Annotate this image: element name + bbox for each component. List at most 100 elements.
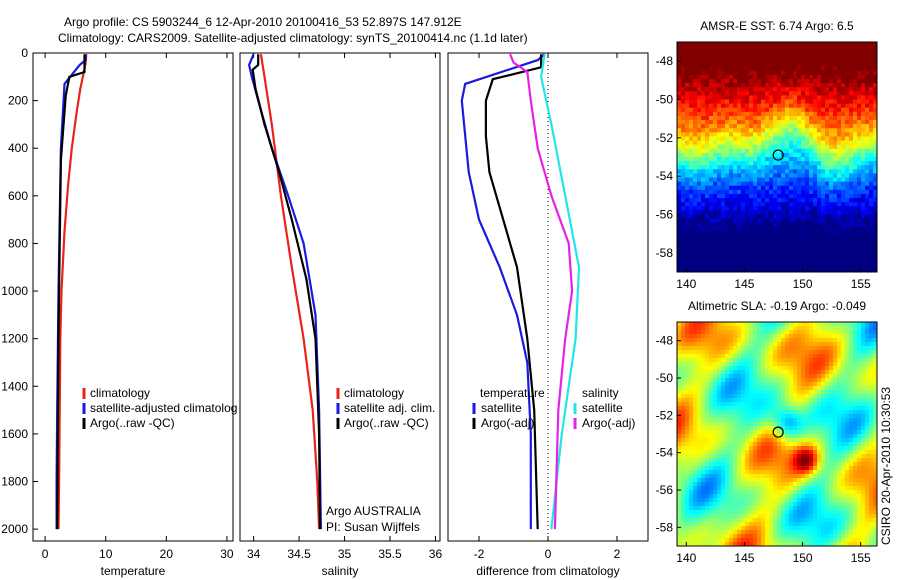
sla_map-cell [833, 418, 838, 423]
sst_map-cell [689, 46, 694, 51]
sla_map-cell [789, 466, 794, 471]
sla_map-cell [745, 326, 750, 331]
sst_map-cell [777, 157, 782, 162]
sst_map-cell [757, 115, 762, 121]
sst_map-cell [725, 210, 730, 215]
sla_map-cell [865, 330, 870, 335]
sst_map-cell [821, 50, 826, 55]
sla_map-cell [741, 454, 746, 459]
sst_map-cell [841, 132, 846, 137]
sst_map-cell [773, 222, 778, 228]
sla_map-cell [829, 390, 834, 395]
sst_map-cell [765, 255, 770, 261]
sla_map-cell [869, 470, 874, 475]
sla_map-cell [869, 478, 874, 483]
sst_map-cell [761, 107, 766, 113]
sla_map-cell [717, 474, 722, 479]
sst_map-cell [857, 267, 862, 273]
sst_map-cell [853, 111, 858, 117]
sst_map-cell [853, 132, 858, 137]
sst_map-cell [869, 91, 874, 96]
sst_map-cell [705, 111, 710, 117]
sst_map-cell [681, 222, 686, 228]
sst_map-cell [841, 193, 846, 199]
sst_map-cell [825, 50, 830, 55]
sst_map-cell [765, 148, 770, 154]
sla_map-cell [705, 386, 710, 391]
sla_map-cell [701, 474, 706, 479]
sla_map-cell [801, 370, 806, 375]
sst_map-cell [717, 83, 722, 88]
sla_map-cell [785, 326, 790, 331]
sla_map-cell [821, 322, 826, 327]
sst_map-cell [837, 91, 842, 96]
sst_map-cell [829, 148, 834, 154]
sst_map-cell [821, 247, 826, 252]
sla_map-cell [681, 326, 686, 331]
sst_map-cell [849, 255, 854, 261]
sst_map-cell [749, 74, 754, 80]
sst_map-cell [729, 255, 734, 261]
sla_map-cell [825, 398, 830, 403]
sla_map-cell [793, 430, 798, 435]
sst_map-cell [793, 235, 798, 240]
sla_map-cell [693, 354, 698, 359]
sla_map-cell [753, 454, 758, 459]
sla_map-cell [801, 394, 806, 399]
sst_map-cell [789, 95, 794, 100]
sla_map-cell [685, 486, 690, 491]
sst_map-cell [869, 189, 874, 195]
sla_map-cell [757, 370, 762, 375]
sst_map-cell [777, 243, 782, 248]
sst_map-cell [697, 181, 702, 187]
sst_map-cell [757, 169, 762, 174]
sla_map-cell [681, 334, 686, 339]
sla_map-cell [697, 426, 702, 431]
sla_map-cell [765, 350, 770, 355]
sla_map-cell [705, 378, 710, 383]
sst_map-cell [873, 148, 878, 154]
sst_map-cell [821, 235, 826, 240]
sst_map-cell [821, 255, 826, 261]
sla_map-cell [797, 414, 802, 419]
sla_map-cell [777, 414, 782, 419]
sst_map-cell [701, 120, 706, 125]
sla_map-cell [861, 418, 866, 423]
sla_map-cell [765, 450, 770, 455]
sla_map-cell [685, 470, 690, 475]
sst_map-cell [705, 87, 710, 92]
sst_map-cell [797, 226, 802, 232]
sst_map-cell [677, 161, 682, 166]
sst_map-cell [845, 132, 850, 137]
sst_map-cell [765, 259, 770, 265]
sst_map-cell [721, 87, 726, 92]
sst_map-cell [705, 259, 710, 265]
sla_map-cell [677, 386, 682, 391]
sst_map-cell [865, 218, 870, 224]
sla_map-cell [837, 482, 842, 487]
sst_map-cell [825, 222, 830, 228]
sst_map-cell [841, 74, 846, 80]
sla_map-cell [765, 402, 770, 407]
sla_map-cell [861, 346, 866, 351]
sla_map-cell [701, 414, 706, 419]
sst_map-cell [793, 124, 798, 129]
temperature-legend-label: climatology [90, 386, 150, 400]
sst_map-cell [773, 46, 778, 51]
sst_map-cell [849, 206, 854, 211]
sst_map-cell [753, 99, 758, 105]
sla_map-cell [737, 486, 742, 491]
sla_map-cell [793, 462, 798, 467]
sst_map-cell [685, 99, 690, 105]
sst_map-cell [817, 46, 822, 51]
sla_map-cell [785, 378, 790, 383]
sla_map-cell [685, 446, 690, 451]
sst_map-cell [681, 226, 686, 232]
sst_map-cell [841, 78, 846, 84]
sst_map-cell [753, 136, 758, 141]
sst_map-cell [753, 222, 758, 228]
sla_map-cell [869, 366, 874, 371]
sla_map-cell [721, 398, 726, 403]
sst_map-cell [861, 177, 866, 183]
sla_map-cell [793, 402, 798, 407]
